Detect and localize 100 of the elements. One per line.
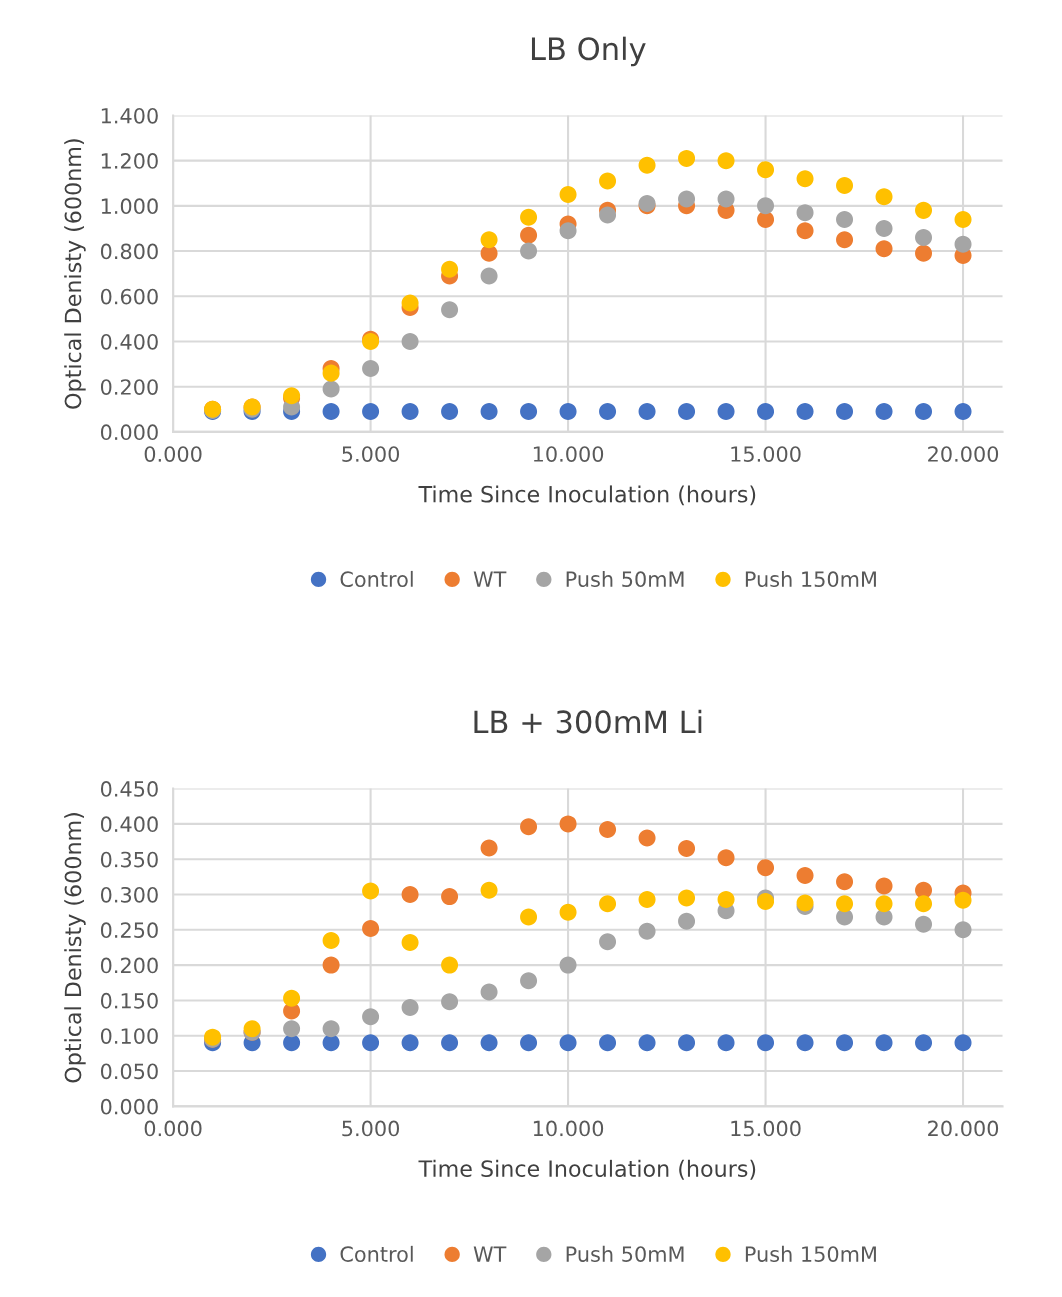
x-tick-label: 5.000 (342, 1120, 400, 1137)
point (322, 1020, 340, 1038)
point (441, 403, 459, 421)
y-tick-label: 0.800 (100, 243, 158, 260)
point (520, 403, 538, 421)
point (401, 332, 419, 350)
point (678, 190, 696, 208)
y-tick-label: 0.600 (100, 288, 158, 305)
point (559, 815, 577, 833)
point (796, 866, 814, 884)
point (875, 240, 893, 258)
y-tick-label: 0.400 (100, 333, 158, 350)
point (401, 294, 419, 312)
point (954, 921, 972, 939)
point (480, 1034, 498, 1052)
point (480, 839, 498, 857)
point (836, 895, 854, 913)
point (520, 818, 538, 836)
point (836, 231, 854, 249)
point (875, 895, 893, 913)
point (401, 998, 419, 1016)
point (480, 231, 498, 249)
point (836, 210, 854, 228)
point (915, 403, 933, 421)
legend-label: Push 50mM (566, 570, 684, 588)
point (915, 228, 933, 246)
point (401, 934, 419, 952)
point (599, 1034, 617, 1052)
point (954, 1034, 972, 1052)
point (520, 1034, 538, 1052)
y-axis-title: Optical Denisty (600nm) (64, 813, 86, 1083)
point (757, 403, 775, 421)
point (954, 235, 972, 253)
x-tick-label: 10.000 (533, 1120, 604, 1137)
point (875, 1034, 893, 1052)
point (599, 403, 617, 421)
point (401, 1034, 419, 1052)
y-tick-label: 0.250 (100, 922, 158, 939)
legend-label: Control (340, 1245, 413, 1262)
point (836, 177, 854, 195)
point (520, 972, 538, 990)
point (520, 242, 538, 260)
point (638, 922, 656, 940)
point (441, 888, 459, 906)
point (638, 403, 656, 421)
point (757, 893, 775, 911)
x-tick-label: 15.000 (731, 1120, 801, 1137)
point (954, 403, 972, 421)
point (678, 889, 696, 907)
y-tick-label: 0.150 (100, 992, 158, 1009)
point (441, 260, 459, 278)
point (520, 226, 538, 244)
point (875, 877, 893, 895)
point (757, 197, 775, 215)
point (401, 885, 419, 903)
point (915, 1034, 933, 1052)
legend-label: WT (473, 1246, 507, 1262)
legend-label: Push 50mM (566, 1245, 684, 1262)
point (796, 1034, 814, 1052)
point (559, 186, 577, 204)
point (480, 403, 498, 421)
point (717, 890, 735, 908)
x-tick-label: 0.000 (144, 1120, 202, 1137)
point (599, 821, 617, 839)
point (559, 1034, 577, 1052)
y-tick-label: 0.200 (100, 379, 158, 395)
point (599, 206, 617, 224)
point (796, 222, 814, 240)
point (322, 403, 340, 421)
x-tick-label: 20.000 (928, 446, 999, 462)
point (322, 931, 340, 949)
point (638, 890, 656, 908)
y-tick-label: 0.450 (100, 781, 158, 797)
y-tick-label: 1.200 (101, 153, 158, 169)
point (678, 1034, 696, 1052)
point (362, 919, 380, 937)
point (757, 1034, 775, 1052)
point (638, 1034, 656, 1052)
point (283, 1020, 301, 1038)
point (520, 208, 538, 226)
y-tick-label: 0.400 (100, 816, 158, 833)
point (520, 908, 538, 926)
point (915, 244, 933, 262)
point (283, 1034, 301, 1052)
point (599, 172, 617, 190)
y-tick-label: 1.400 (101, 107, 158, 124)
point (717, 152, 735, 170)
point (362, 1034, 380, 1052)
point (401, 403, 419, 421)
point (599, 933, 617, 951)
point (678, 840, 696, 858)
x-axis-title: Time Since Inoculation (hours) (418, 485, 756, 506)
point (875, 188, 893, 206)
y-tick-label: 0.050 (100, 1063, 158, 1080)
point (875, 219, 893, 237)
point (836, 873, 854, 891)
point (362, 403, 380, 421)
point (638, 156, 656, 174)
point (362, 1008, 380, 1026)
chart-title: LB + 300mM Li (474, 709, 702, 734)
